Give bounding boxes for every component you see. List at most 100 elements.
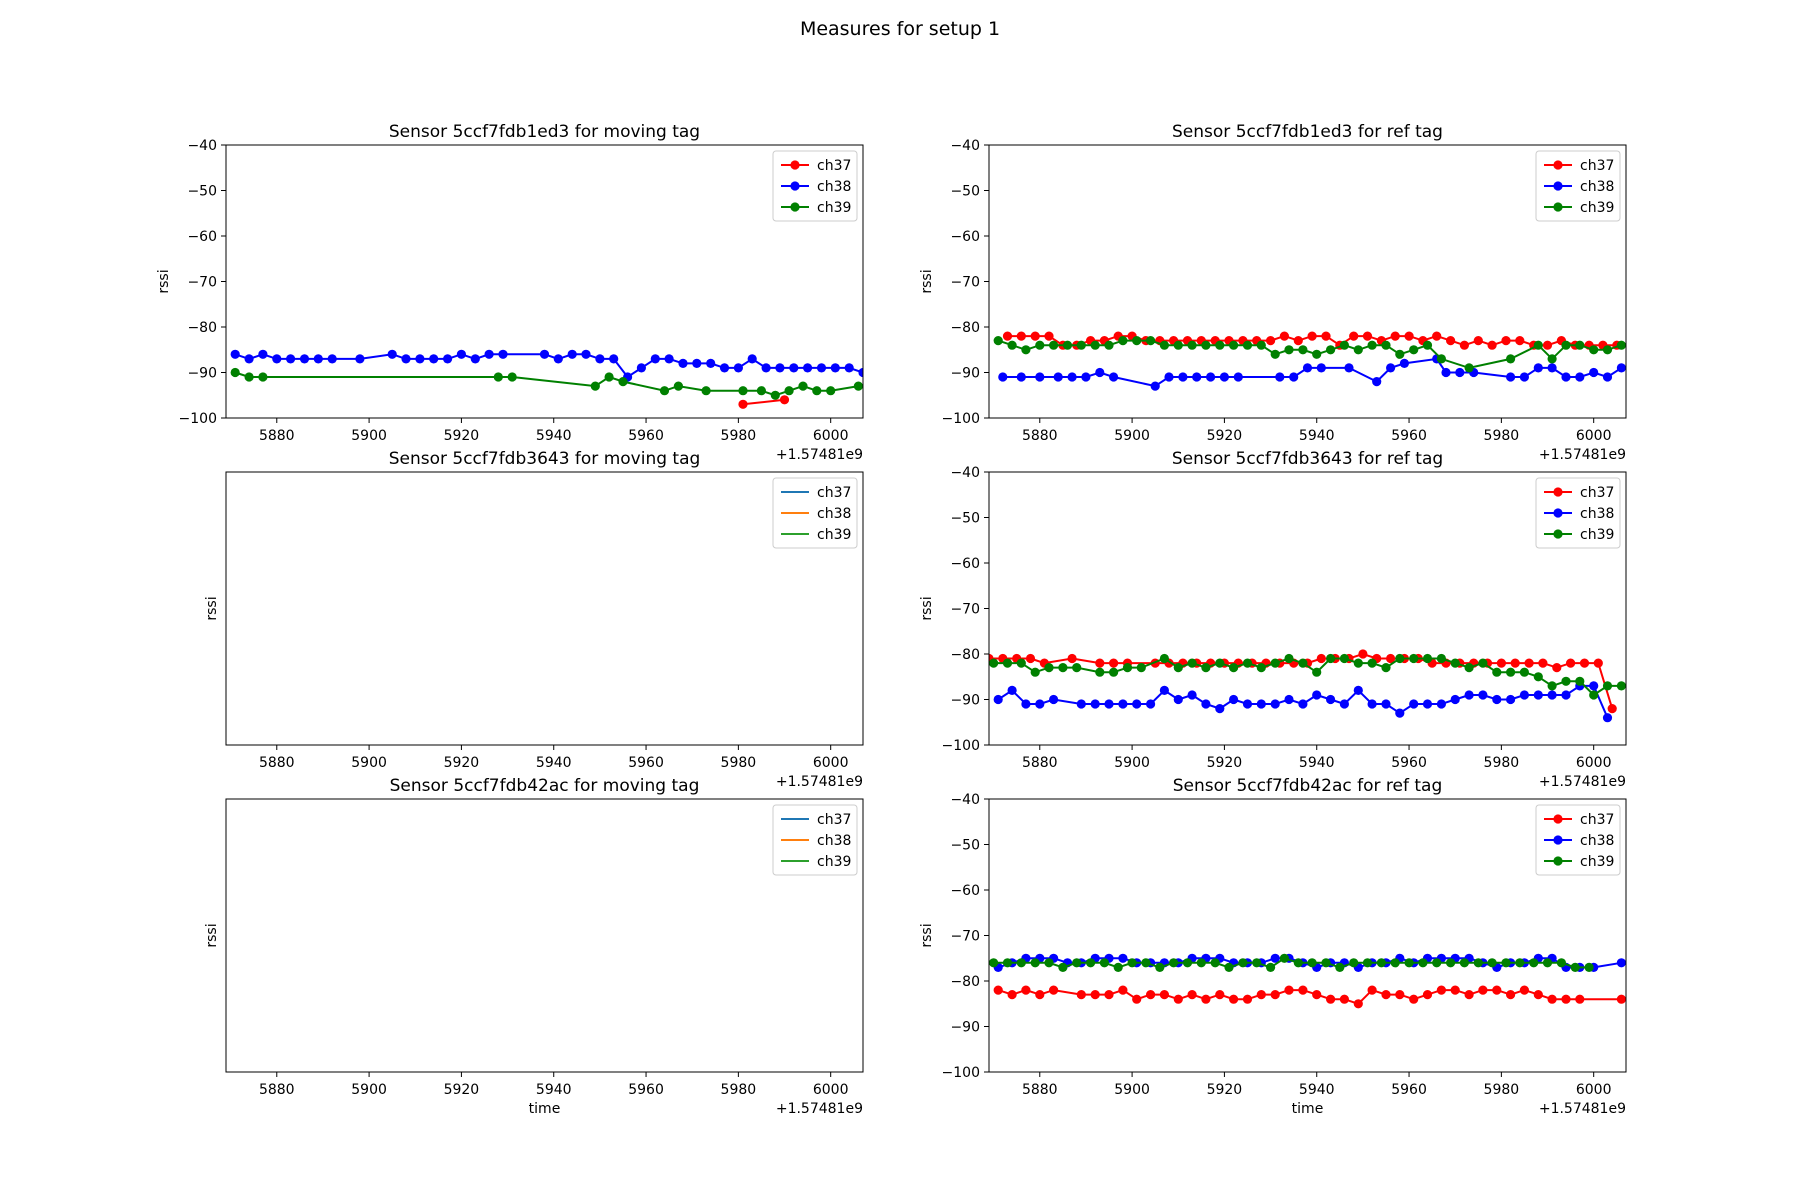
data-point-ch39 bbox=[1159, 653, 1169, 664]
data-point-ch37 bbox=[1616, 994, 1626, 1004]
data-point-ch39 bbox=[1141, 958, 1151, 968]
data-point-ch37 bbox=[1256, 990, 1266, 1000]
x-tick-label: 5900 bbox=[351, 755, 387, 771]
data-point-ch38 bbox=[1219, 372, 1229, 382]
data-point-ch37 bbox=[1002, 331, 1013, 341]
data-point-ch37 bbox=[1386, 653, 1396, 664]
data-point-ch37 bbox=[1367, 985, 1377, 995]
x-tick-label: 6000 bbox=[1576, 428, 1612, 444]
x-offset-label: +1.57481e9 bbox=[1539, 774, 1626, 790]
data-point-ch38 bbox=[1104, 699, 1114, 709]
data-point-ch39 bbox=[618, 377, 628, 387]
data-point-ch38 bbox=[1616, 958, 1626, 968]
data-point-ch39 bbox=[993, 336, 1003, 346]
data-point-ch37 bbox=[1021, 985, 1031, 995]
axes-frame bbox=[225, 798, 864, 1073]
data-point-ch38 bbox=[1616, 363, 1626, 373]
data-point-ch38 bbox=[844, 363, 854, 373]
data-point-ch39 bbox=[1506, 667, 1516, 677]
data-point-ch38 bbox=[858, 367, 863, 378]
y-tick-label: −90 bbox=[950, 693, 980, 709]
data-point-ch39 bbox=[1090, 340, 1100, 350]
data-point-ch39 bbox=[1432, 958, 1442, 968]
data-point-ch37 bbox=[1464, 990, 1474, 1000]
data-point-ch39 bbox=[1602, 681, 1613, 691]
data-point-ch39 bbox=[812, 386, 822, 396]
data-point-ch37 bbox=[1547, 994, 1557, 1004]
data-point-ch39 bbox=[1381, 340, 1391, 350]
data-point-ch37 bbox=[738, 399, 748, 409]
plot-area bbox=[989, 953, 1626, 1009]
data-point-ch39 bbox=[1113, 962, 1123, 973]
data-point-ch38 bbox=[401, 354, 411, 364]
data-point-ch37 bbox=[1381, 990, 1391, 1000]
y-tick-label: −70 bbox=[950, 602, 980, 618]
data-point-ch39 bbox=[1353, 345, 1363, 355]
data-point-ch39 bbox=[1270, 658, 1280, 668]
data-point-ch39 bbox=[1030, 667, 1040, 677]
data-point-ch39 bbox=[1533, 340, 1543, 350]
data-point-ch38 bbox=[993, 694, 1003, 705]
data-point-ch39 bbox=[1242, 658, 1253, 668]
data-point-ch39 bbox=[1487, 958, 1497, 968]
data-point-ch39 bbox=[1542, 958, 1553, 968]
data-point-ch38 bbox=[1233, 372, 1243, 382]
data-point-ch39 bbox=[1349, 958, 1359, 968]
y-tick-label: −60 bbox=[950, 883, 980, 899]
data-point-ch39 bbox=[1436, 653, 1446, 664]
data-point-ch37 bbox=[1524, 658, 1534, 668]
data-point-ch38 bbox=[1506, 694, 1516, 705]
x-tick-label: 5900 bbox=[1114, 755, 1150, 771]
data-point-ch37 bbox=[1552, 663, 1562, 673]
legend-label-ch38: ch38 bbox=[1580, 833, 1614, 849]
data-point-ch39 bbox=[244, 372, 254, 382]
legend-label-ch37: ch37 bbox=[1580, 812, 1614, 828]
data-point-ch39 bbox=[1298, 658, 1308, 668]
data-point-ch38 bbox=[1270, 699, 1280, 709]
y-tick-label: −60 bbox=[950, 556, 980, 572]
data-point-ch39 bbox=[1450, 658, 1460, 668]
plot-area bbox=[989, 649, 1626, 723]
data-point-ch39 bbox=[1339, 340, 1349, 350]
data-point-ch38 bbox=[1561, 690, 1571, 700]
data-point-ch38 bbox=[272, 354, 282, 364]
data-point-ch37 bbox=[1146, 990, 1156, 1000]
data-point-ch39 bbox=[1099, 958, 1109, 968]
y-axis-label: rssi bbox=[204, 596, 220, 620]
y-tick-label: −80 bbox=[950, 974, 980, 990]
data-point-ch38 bbox=[1049, 694, 1059, 705]
x-tick-label: 5880 bbox=[1022, 755, 1058, 771]
data-point-ch39 bbox=[798, 381, 808, 391]
data-point-ch39 bbox=[1201, 663, 1211, 673]
data-point-ch37 bbox=[1270, 990, 1280, 1000]
data-point-ch39 bbox=[1515, 958, 1525, 968]
data-point-ch39 bbox=[826, 386, 836, 396]
x-tick-label: 5920 bbox=[1207, 755, 1243, 771]
data-point-ch38 bbox=[299, 354, 310, 364]
data-point-ch38 bbox=[719, 363, 730, 373]
data-point-ch38 bbox=[1561, 372, 1571, 382]
subplot-2: Sensor 5ccf7fdb1ed3 for ref tag 5880 5900 5… bbox=[919, 122, 1627, 463]
y-axis-label: rssi bbox=[919, 923, 935, 947]
data-point-ch38 bbox=[1146, 699, 1156, 709]
x-tick-label: 5880 bbox=[259, 1082, 295, 1098]
data-point-ch39 bbox=[1422, 653, 1433, 664]
data-point-ch38 bbox=[1339, 699, 1349, 709]
data-point-ch39 bbox=[1584, 962, 1594, 973]
data-point-ch39 bbox=[738, 386, 748, 396]
data-point-ch39 bbox=[1506, 354, 1516, 364]
data-point-ch38 bbox=[1367, 699, 1377, 709]
data-point-ch39 bbox=[1409, 653, 1419, 664]
data-point-ch39 bbox=[1266, 962, 1276, 973]
x-offset-label: +1.57481e9 bbox=[1539, 1101, 1626, 1117]
legend-label-ch38: ch38 bbox=[1580, 506, 1614, 522]
data-point-ch37 bbox=[1422, 990, 1433, 1000]
data-point-ch39 bbox=[659, 386, 670, 396]
data-point-ch39 bbox=[1229, 340, 1239, 350]
data-point-ch38 bbox=[327, 354, 337, 364]
data-point-ch37 bbox=[1487, 340, 1497, 350]
x-axis-label: time bbox=[1292, 1101, 1324, 1117]
y-axis-label: rssi bbox=[156, 269, 172, 293]
x-tick-label: 6000 bbox=[1576, 1082, 1612, 1098]
data-point-ch39 bbox=[1326, 345, 1336, 355]
